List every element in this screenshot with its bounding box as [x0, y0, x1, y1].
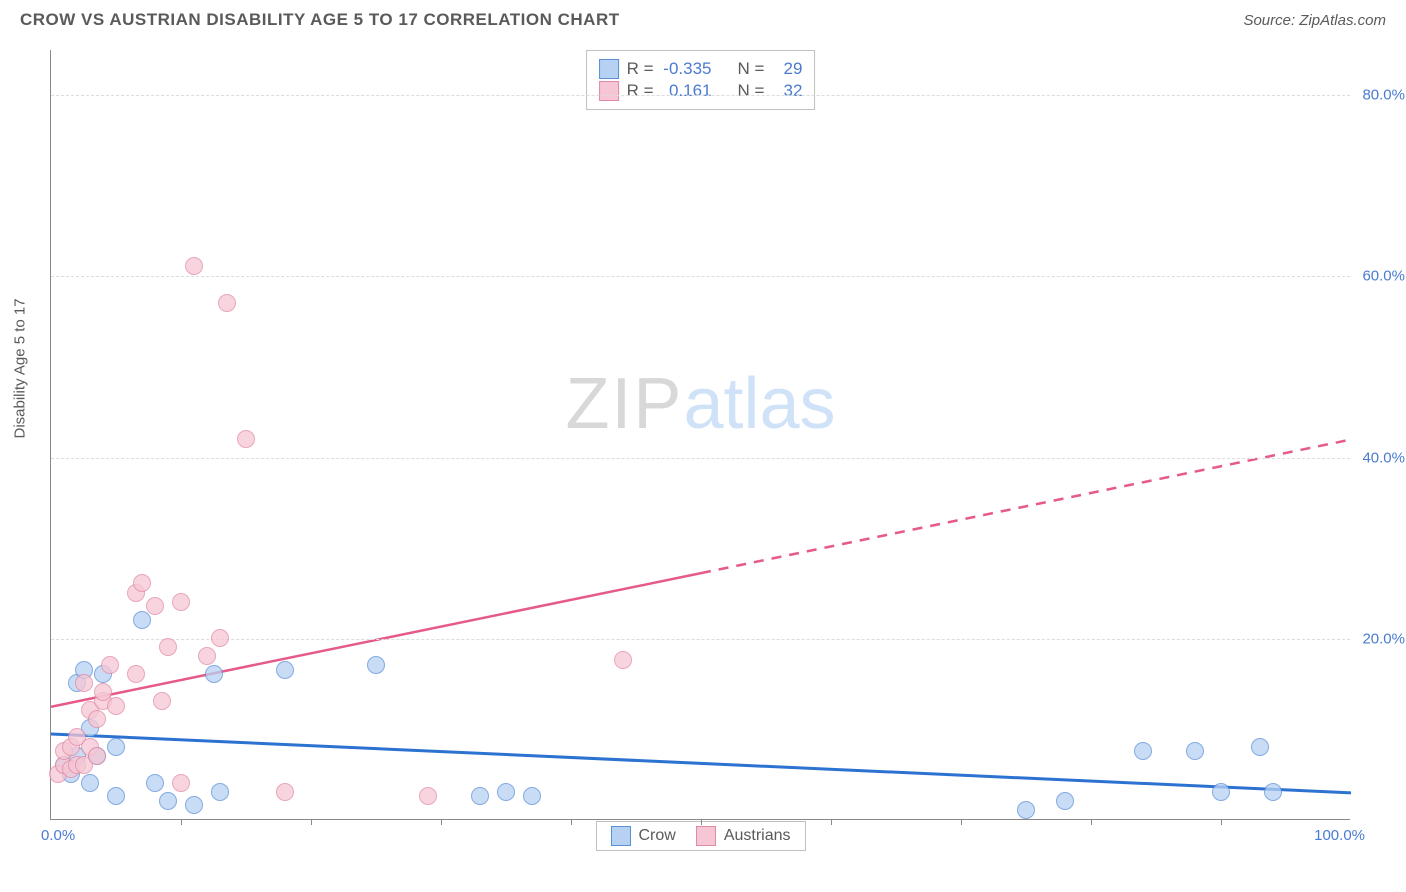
series-legend: Crow Austrians — [595, 821, 805, 851]
series-legend-item: Crow — [610, 826, 675, 846]
legend-row: R = -0.335 N = 29 — [599, 59, 803, 79]
gridline — [51, 639, 1350, 640]
series-label: Crow — [638, 827, 675, 845]
x-tick-mark — [441, 819, 442, 825]
y-tick-label: 60.0% — [1362, 268, 1405, 285]
x-tick-label: 100.0% — [1314, 827, 1365, 844]
plot-area: ZIPatlas R =-0.335N =29R =0.161N =32 Cro… — [50, 50, 1350, 820]
data-point — [88, 710, 106, 728]
data-point — [1251, 738, 1269, 756]
data-point — [146, 774, 164, 792]
chart-title: CROW VS AUSTRIAN DISABILITY AGE 5 TO 17 … — [20, 10, 620, 30]
legend-swatch — [599, 81, 619, 101]
x-tick-mark — [1091, 819, 1092, 825]
data-point — [127, 665, 145, 683]
data-point — [614, 651, 632, 669]
data-point — [471, 787, 489, 805]
data-point — [198, 647, 216, 665]
r-label: R = — [627, 81, 654, 101]
data-point — [497, 783, 515, 801]
x-tick-mark — [961, 819, 962, 825]
n-label: N = — [738, 81, 765, 101]
legend-row: R = 0.161 N = 32 — [599, 81, 803, 101]
x-tick-mark — [571, 819, 572, 825]
series-legend-item: Austrians — [696, 826, 791, 846]
legend-swatch — [599, 59, 619, 79]
data-point — [146, 597, 164, 615]
x-tick-mark — [701, 819, 702, 825]
data-point — [237, 430, 255, 448]
gridline — [51, 95, 1350, 96]
data-point — [1056, 792, 1074, 810]
gridline — [51, 276, 1350, 277]
data-point — [205, 665, 223, 683]
x-tick-label: 0.0% — [41, 827, 75, 844]
watermark-zip: ZIP — [565, 364, 683, 444]
legend-swatch — [696, 826, 716, 846]
x-tick-mark — [311, 819, 312, 825]
data-point — [218, 294, 236, 312]
legend-swatch — [610, 826, 630, 846]
data-point — [211, 783, 229, 801]
y-tick-label: 40.0% — [1362, 449, 1405, 466]
data-point — [159, 792, 177, 810]
correlation-legend: R = -0.335 N = 29 R = 0.161 N = 32 — [586, 50, 816, 110]
data-point — [1264, 783, 1282, 801]
data-point — [276, 783, 294, 801]
watermark: ZIPatlas — [565, 363, 835, 445]
r-label: R = — [627, 59, 654, 79]
y-axis-label: Disability Age 5 to 17 — [12, 298, 29, 438]
r-value: -0.335 — [662, 59, 712, 79]
data-point — [185, 257, 203, 275]
data-point — [133, 611, 151, 629]
data-point — [107, 787, 125, 805]
watermark-atlas: atlas — [683, 364, 835, 444]
data-point — [523, 787, 541, 805]
n-value: 32 — [772, 81, 802, 101]
data-point — [153, 692, 171, 710]
data-point — [1134, 742, 1152, 760]
data-point — [101, 656, 119, 674]
data-point — [185, 796, 203, 814]
y-tick-label: 20.0% — [1362, 630, 1405, 647]
data-point — [88, 747, 106, 765]
data-point — [75, 674, 93, 692]
data-point — [1212, 783, 1230, 801]
x-tick-mark — [1221, 819, 1222, 825]
data-point — [419, 787, 437, 805]
data-point — [1186, 742, 1204, 760]
gridline — [51, 458, 1350, 459]
y-tick-label: 80.0% — [1362, 87, 1405, 104]
data-point — [81, 774, 99, 792]
series-label: Austrians — [724, 827, 791, 845]
data-point — [172, 774, 190, 792]
data-point — [1017, 801, 1035, 819]
data-point — [276, 661, 294, 679]
data-point — [107, 738, 125, 756]
n-value: 29 — [772, 59, 802, 79]
chart-container: Disability Age 5 to 17 ZIPatlas R =-0.33… — [50, 50, 1390, 840]
n-label: N = — [738, 59, 765, 79]
data-point — [107, 697, 125, 715]
data-point — [133, 574, 151, 592]
data-point — [159, 638, 177, 656]
x-tick-mark — [831, 819, 832, 825]
data-point — [211, 629, 229, 647]
x-tick-mark — [181, 819, 182, 825]
chart-source: Source: ZipAtlas.com — [1243, 12, 1386, 29]
data-point — [367, 656, 385, 674]
data-point — [172, 593, 190, 611]
r-value: 0.161 — [662, 81, 712, 101]
